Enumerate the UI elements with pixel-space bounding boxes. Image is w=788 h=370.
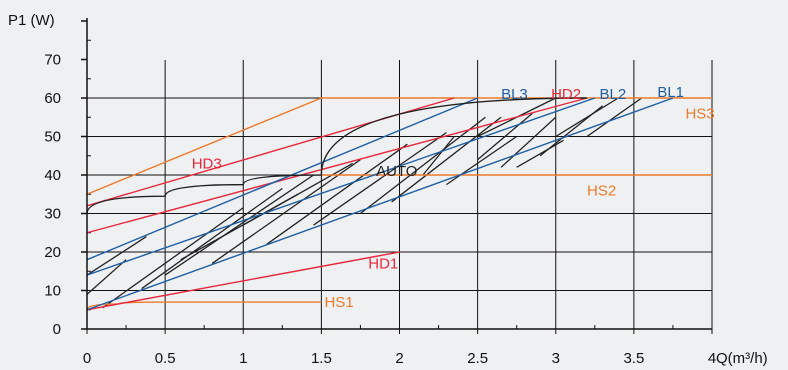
- y-tick-label: 20: [44, 244, 61, 261]
- y-tick-label: 40: [44, 167, 61, 184]
- hatch-line: [446, 135, 518, 186]
- axes: [86, 18, 712, 330]
- curve-label-hd3: HD3: [192, 155, 222, 172]
- curve-label-auto: AUTO: [376, 163, 417, 180]
- hatch-line: [539, 105, 604, 157]
- series-line-bl2: [86, 97, 596, 276]
- x-tick-label: 4: [708, 350, 716, 367]
- hatch-line: [586, 97, 643, 138]
- x-tick-label: 0.5: [155, 350, 176, 367]
- hatch-line: [141, 187, 283, 290]
- x-tick-label: 3: [552, 350, 560, 367]
- hatch-line: [86, 236, 147, 276]
- y-tick-label: 30: [44, 206, 61, 223]
- series-line-bl1: [86, 97, 674, 311]
- curve-labels: HS1 HS2 HS3 HD1 HD2 HD3 BL1 BL2 BL3 AUTO: [192, 84, 715, 311]
- hatch-line: [516, 139, 564, 168]
- x-tick-label: 3.5: [623, 350, 644, 367]
- y-tick-label: 50: [44, 129, 61, 146]
- series-line-bl3: [86, 97, 478, 261]
- hatch-line: [102, 207, 244, 309]
- hatch-line: [164, 174, 314, 276]
- curve-label-hd1: HD1: [368, 256, 398, 273]
- curve-label-hd2: HD2: [551, 86, 581, 103]
- curves: [86, 97, 712, 311]
- x-tick-label: 1: [239, 350, 247, 367]
- curve-label-bl3: BL3: [501, 86, 528, 103]
- y-tick-label: 10: [44, 283, 61, 300]
- x-axis-title: Q(m³/h): [716, 350, 768, 367]
- series-line-hd1: [86, 251, 400, 311]
- hatch-line: [360, 116, 486, 215]
- y-tick-label: 70: [44, 52, 61, 69]
- hatch-line: [391, 116, 502, 203]
- x-tick-label: 0: [83, 350, 91, 367]
- curve-label-hs1: HS1: [325, 294, 354, 311]
- series-line-hd2: [86, 97, 588, 234]
- hatch-line: [313, 132, 447, 226]
- auto-hatch-region: [86, 97, 643, 309]
- x-tick-label: 2.5: [467, 350, 488, 367]
- curve-label-hs3: HS3: [685, 105, 714, 122]
- hatch-line: [211, 159, 361, 265]
- series-line-auto: [86, 97, 588, 214]
- x-tick-label: 1.5: [311, 350, 332, 367]
- y-tick-label: 60: [44, 90, 61, 107]
- hatch-line: [180, 193, 299, 261]
- hatch-line: [555, 97, 619, 138]
- curve-label-hs2: HS2: [587, 182, 616, 199]
- hatch-line: [500, 116, 557, 168]
- x-tick-label: 2: [395, 350, 403, 367]
- hatch-line: [86, 259, 127, 295]
- y-axis-title: P1 (W): [8, 12, 55, 29]
- y-tick-label: 0: [53, 321, 61, 338]
- curve-label-bl2: BL2: [600, 86, 627, 103]
- hatch-line: [422, 136, 455, 176]
- hatch-line: [266, 143, 408, 245]
- hatch-line: [477, 112, 533, 161]
- curve-label-bl1: BL1: [657, 84, 684, 101]
